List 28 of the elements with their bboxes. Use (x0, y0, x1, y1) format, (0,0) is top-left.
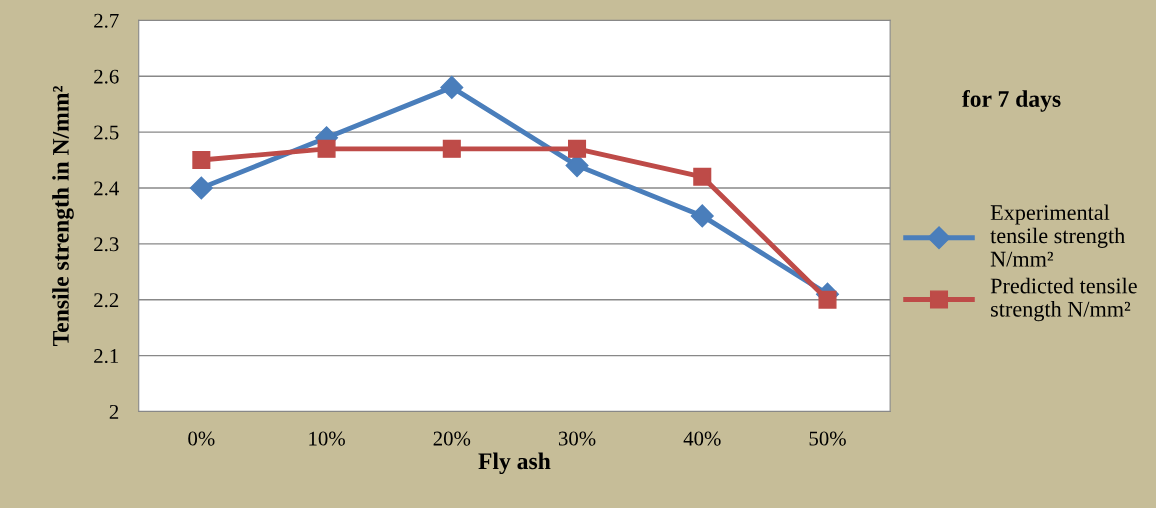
y-tick-label: 2.6 (94, 69, 119, 84)
point (693, 167, 712, 186)
point (192, 150, 211, 170)
point (189, 176, 213, 200)
point (440, 75, 464, 99)
y-tick-label: 2.1 (94, 349, 119, 364)
x-tick-label: 50% (809, 431, 846, 446)
y-tick-label: 2.5 (94, 125, 119, 140)
x-tick-label: 40% (683, 431, 721, 446)
point (818, 290, 837, 309)
x-tick-label: 30% (558, 431, 596, 446)
x-tick-label: 20% (433, 431, 471, 446)
point (317, 139, 336, 158)
legend-label: Experimental tensile strength N/mm² (990, 204, 1125, 267)
y-tick-label: 2.2 (94, 293, 119, 308)
x-tick-label: 10% (309, 431, 345, 446)
point (442, 139, 461, 158)
point (568, 139, 587, 158)
legend-label: Predicted tensile strength N/mm² (990, 277, 1137, 322)
y-tick-label: 2.3 (94, 237, 119, 252)
y-tick-label: 2 (109, 404, 119, 419)
x-tick-label: 0% (188, 431, 215, 446)
y-axis-title: Tensile strength in N/mm² (52, 85, 74, 346)
y-tick-label: 2.7 (94, 13, 119, 28)
y-tick-label: 2.4 (94, 181, 119, 196)
x-axis-title: Fly ash (478, 452, 551, 475)
point (690, 204, 714, 228)
text: for 7 days (962, 90, 1061, 112)
